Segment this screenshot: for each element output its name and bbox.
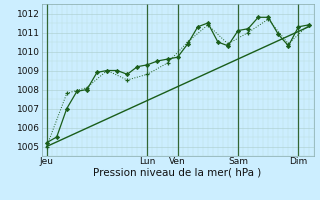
- X-axis label: Pression niveau de la mer( hPa ): Pression niveau de la mer( hPa ): [93, 168, 262, 178]
